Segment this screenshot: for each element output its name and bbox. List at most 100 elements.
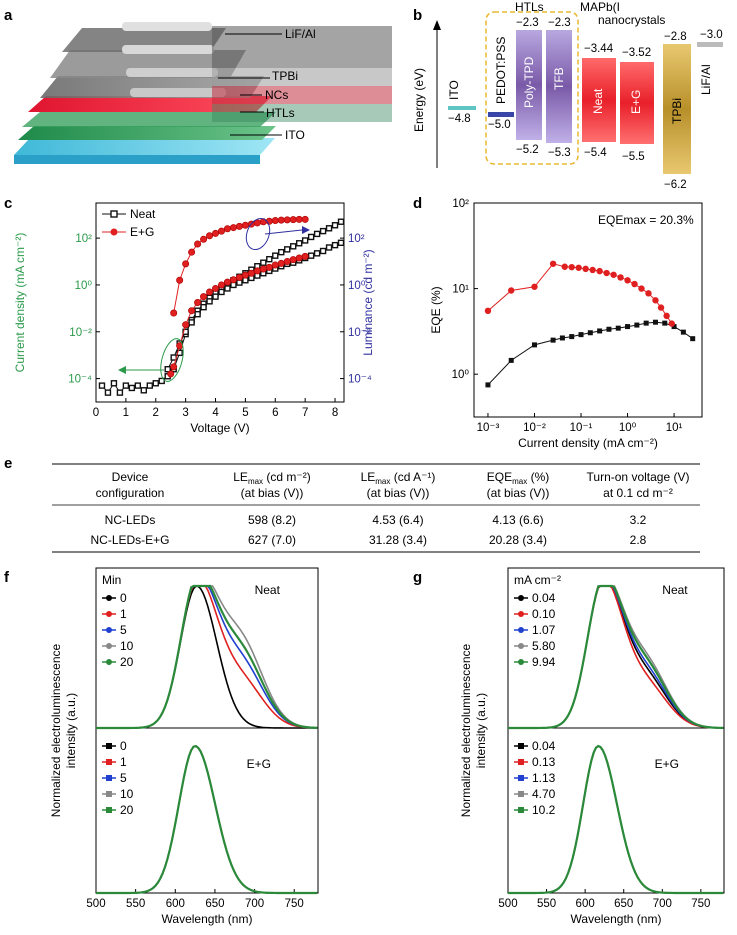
- x-tick-label: 2: [153, 407, 159, 419]
- panel-label-e: e: [4, 455, 12, 472]
- level-value: −3.44: [584, 43, 614, 55]
- panel-label-c: c: [4, 195, 12, 212]
- table-header-bias: (at bias (V)): [241, 486, 304, 500]
- x-tick-label: 7: [302, 407, 308, 419]
- legend-label: 0.04: [532, 591, 556, 605]
- plot-frame: [95, 202, 345, 403]
- legend-label: 1: [120, 607, 127, 621]
- data-point: [122, 382, 130, 389]
- el-spectra-chart-g: 500 550 600 650 700 750 Wavelength (nm) Normali…: [459, 567, 725, 926]
- legend-marker: [518, 807, 524, 813]
- material-label: PEDOT:PSS: [494, 37, 508, 104]
- data-point: [575, 264, 582, 271]
- data-point: [634, 322, 640, 328]
- y-axis-label-units: intensity (a.u.): [474, 693, 488, 768]
- material-label: Neat: [591, 88, 605, 114]
- tfb-band: [546, 30, 572, 143]
- annotation-arrowhead: [302, 226, 310, 234]
- level-value: −5.2: [516, 144, 539, 156]
- data-point: [152, 380, 159, 387]
- data-point: [301, 237, 309, 244]
- legend-marker: [518, 743, 524, 749]
- legend-label: 4.70: [532, 787, 556, 801]
- data-point: [508, 287, 515, 294]
- data-point: [194, 240, 202, 248]
- y-tick-label-right: 10⁰: [348, 280, 366, 292]
- data-point: [337, 239, 345, 247]
- tpbi-band: [663, 44, 691, 174]
- data-point: [550, 337, 556, 343]
- data-point: [597, 328, 603, 334]
- panel-label-d: d: [413, 195, 422, 212]
- data-point: [652, 319, 658, 325]
- y-axis-label-right: Luminance (cd m⁻²): [361, 249, 375, 355]
- legend-marker: [106, 807, 112, 813]
- legend-marker: [110, 210, 118, 218]
- spectrum-line: [96, 584, 318, 730]
- data-point: [638, 285, 645, 292]
- data-point: [484, 307, 492, 315]
- y-axis-label: Normalized electroluminescence: [459, 643, 473, 817]
- layer-label-tpbi: TPBi: [272, 69, 298, 83]
- data-point: [301, 215, 309, 223]
- y-tick-label-left: 10²: [75, 233, 92, 245]
- data-point: [128, 384, 136, 392]
- material-label: TPBi: [670, 98, 684, 124]
- eg-band: [620, 62, 654, 144]
- x-tick-label: 750: [285, 898, 304, 910]
- data-point: [508, 357, 514, 363]
- x-tick-label: 500: [498, 898, 517, 910]
- data-point: [582, 265, 589, 273]
- material-label: ITO: [447, 80, 461, 100]
- data-point: [259, 265, 267, 273]
- x-tick-label: 650: [614, 898, 633, 910]
- subpanel-title: E+G: [655, 757, 679, 771]
- data-point: [223, 225, 231, 233]
- data-point: [217, 281, 225, 289]
- legend-title: Min: [102, 573, 121, 587]
- series-line-neat: [167, 242, 342, 370]
- legend-marker: [518, 759, 524, 765]
- data-point: [589, 266, 596, 274]
- data-point: [247, 269, 255, 277]
- legend-marker: [106, 659, 112, 665]
- material-label: E+G: [629, 90, 643, 114]
- level-value: −5.4: [584, 147, 607, 159]
- subpanel-title: Neat: [662, 583, 688, 597]
- data-point: [657, 304, 665, 311]
- data-point: [206, 288, 214, 296]
- data-point: [167, 370, 175, 378]
- data-point: [587, 330, 593, 336]
- table-header-bias: (at bias (V)): [367, 486, 430, 500]
- annotation-arrow: [264, 229, 303, 235]
- legend-marker: [106, 595, 112, 601]
- y-axis-label: Normalized electroluminescence: [49, 643, 63, 817]
- x-tick-label: 0: [93, 407, 99, 419]
- annotation-arrowhead: [118, 366, 126, 374]
- data-point: [146, 382, 153, 389]
- table-cell: 598 (8.2): [248, 513, 296, 527]
- level-value: −2.8: [664, 31, 687, 43]
- x-tick-label: 1: [123, 407, 129, 419]
- data-point: [218, 288, 225, 296]
- data-point: [325, 244, 333, 251]
- data-point: [200, 293, 208, 301]
- eqe-chart: 10⁻³ 10⁻² 10⁻¹ 10⁰ 10¹ 10⁰ 10¹ 10² Current densi…: [429, 198, 703, 450]
- plot-frame: [507, 567, 725, 894]
- x-tick-label: 750: [691, 898, 710, 910]
- nc-header-top: MAPb(I: [580, 0, 620, 14]
- data-point: [265, 263, 273, 271]
- legend-marker: [106, 775, 112, 781]
- table-header-bias: (at bias (V)): [487, 486, 550, 500]
- data-point: [680, 329, 686, 335]
- legend-marker: [106, 627, 112, 633]
- x-tick-label: 650: [205, 898, 224, 910]
- data-point: [596, 267, 603, 275]
- data-point: [271, 261, 279, 269]
- y-tick-label-left: 10⁻⁴: [68, 374, 92, 386]
- eqe-max-annotation: EQEmax = 20.3%: [598, 213, 694, 227]
- data-point: [217, 227, 225, 235]
- legend-label: Neat: [130, 207, 156, 221]
